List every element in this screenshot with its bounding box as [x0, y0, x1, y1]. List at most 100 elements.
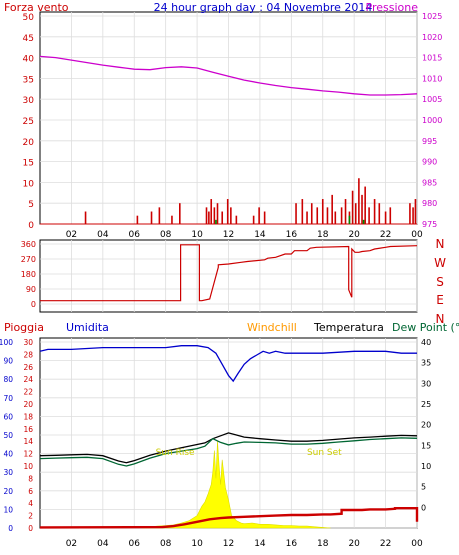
- time-tick-label: 12: [223, 539, 234, 549]
- wind-axis-title: Forza vento: [4, 1, 69, 14]
- time-tick-label: 18: [317, 230, 329, 240]
- legend-item: Umidita: [66, 321, 109, 334]
- humidity-tick-label: 80: [3, 375, 13, 384]
- wind-tick-label: 15: [23, 159, 34, 169]
- time-tick-label: 20: [348, 230, 360, 240]
- pressure-axis: 975 980 985 990 995 1000 1005 1010 1015 1020 1025: [422, 12, 442, 229]
- rain-tick-label: 2: [28, 512, 33, 521]
- legend-item: Dew Point (°C: [392, 321, 459, 334]
- temperature-tick-label: 20: [421, 421, 431, 430]
- compass-label: W: [434, 256, 446, 270]
- humidity-tick-label: 0: [8, 524, 13, 533]
- pressure-tick-label: 975: [422, 220, 437, 229]
- wind-direction-grid: [40, 240, 418, 312]
- temperature-tick-label: 40: [421, 338, 431, 347]
- time-tick-label: 22: [380, 230, 391, 240]
- time-axis-bottom: 02 04 06 08 10 12 14 16 18 20 22 00: [66, 539, 423, 549]
- direction-tick-label: 270: [21, 255, 36, 264]
- temperature-tick-label: 35: [421, 359, 431, 368]
- temperature-tick-label: 15: [421, 441, 431, 450]
- wind-direction-axis: 0 90 180 270 360: [21, 240, 36, 309]
- radiation-area: [142, 441, 331, 529]
- sun-annotation: Sun Rise: [156, 448, 195, 458]
- pressure-tick-label: 1020: [422, 33, 442, 42]
- wind-tick-label: 10: [23, 179, 35, 189]
- time-tick-label: 14: [254, 230, 266, 240]
- humidity-tick-label: 40: [3, 450, 13, 459]
- humidity-tick-label: 90: [3, 357, 13, 366]
- rain-tick-label: 12: [23, 450, 33, 459]
- rain-tick-label: 0: [28, 524, 33, 533]
- rain-tick-label: 24: [23, 375, 33, 384]
- rain-tick-label: 14: [23, 437, 33, 446]
- wind-tick-label: 45: [23, 34, 34, 44]
- humidity-axis: 0 10 20 30 40 50 60 70 80 90 100: [0, 338, 13, 533]
- time-tick-label: 10: [191, 230, 203, 240]
- time-tick-label: 18: [317, 539, 329, 549]
- time-tick-label: 06: [129, 230, 141, 240]
- direction-tick-label: 0: [31, 300, 36, 309]
- time-tick-label: 00: [411, 230, 423, 240]
- wind-direction-series: [40, 244, 418, 302]
- dew-point-line: [39, 437, 418, 467]
- rain-tick-label: 8: [28, 474, 33, 483]
- time-tick-label: 02: [66, 539, 77, 549]
- rain-tick-label: 30: [23, 338, 33, 347]
- time-tick-label: 16: [286, 230, 298, 240]
- pressure-axis-title: Pressione: [366, 1, 419, 14]
- time-tick-label: 06: [129, 539, 141, 549]
- compass-label: N: [436, 237, 445, 251]
- wind-tick-label: 20: [23, 138, 35, 148]
- time-axis-top: 02 04 06 08 10 12 14 16 18 20 22 00: [66, 230, 423, 240]
- direction-tick-label: 90: [26, 285, 36, 294]
- rain-tick-label: 22: [23, 388, 33, 397]
- time-tick-label: 16: [286, 539, 298, 549]
- wind-tick-label: 5: [28, 200, 34, 210]
- direction-tick-label: 180: [21, 270, 36, 279]
- pressure-tick-label: 990: [422, 158, 437, 167]
- time-tick-label: 04: [97, 539, 109, 549]
- rain-line: [39, 507, 419, 529]
- wind-tick-label: 35: [23, 75, 34, 85]
- rain-tick-label: 4: [28, 499, 33, 508]
- humidity-line: [39, 345, 417, 383]
- temperature-tick-label: 30: [421, 379, 431, 388]
- temperature-axis: 0 5 10 15 20 25 30 35 40: [421, 338, 431, 512]
- wind-tick-label: 25: [23, 117, 34, 127]
- legend-item: Pioggia: [4, 321, 44, 334]
- rain-tick-label: 6: [28, 487, 33, 496]
- pressure-tick-label: 1000: [422, 116, 442, 125]
- wind-speed-axis: 0 5 10 15 20 25 30 35 40 45 50: [23, 13, 35, 231]
- wind-tick-label: 50: [23, 13, 35, 23]
- rain-tick-label: 16: [23, 425, 33, 434]
- pressure-tick-label: 1010: [422, 74, 442, 83]
- chart-title: 24 hour graph day : 04 Novembre 2014: [154, 1, 373, 14]
- pressure-tick-label: 995: [422, 137, 437, 146]
- direction-tick-label: 360: [21, 240, 36, 249]
- pressure-series: [39, 55, 418, 96]
- humidity-tick-label: 30: [3, 468, 13, 477]
- pressure-tick-label: 1015: [422, 54, 442, 63]
- temperature-tick-label: 25: [421, 400, 431, 409]
- legend: Pioggia Umidita Windchill Temperatura Dew Po…: [4, 321, 459, 334]
- sun-annotations: Sun Rise Sun Set: [156, 448, 343, 458]
- time-tick-label: 12: [223, 230, 234, 240]
- temperature-tick-label: 10: [421, 462, 431, 471]
- wind-direction-line: [40, 244, 418, 302]
- time-tick-label: 22: [380, 539, 391, 549]
- temperature-tick-label: 5: [421, 483, 426, 492]
- temperature-series: [39, 345, 419, 529]
- humidity-tick-label: 10: [3, 505, 13, 514]
- humidity-tick-label: 100: [0, 338, 13, 347]
- legend-item: Temperatura: [313, 321, 384, 334]
- time-tick-label: 20: [348, 539, 360, 549]
- pressure-tick-label: 1005: [422, 95, 442, 104]
- compass-label: S: [436, 275, 444, 289]
- pressure-line: [39, 55, 418, 96]
- wind-bars: [40, 178, 417, 225]
